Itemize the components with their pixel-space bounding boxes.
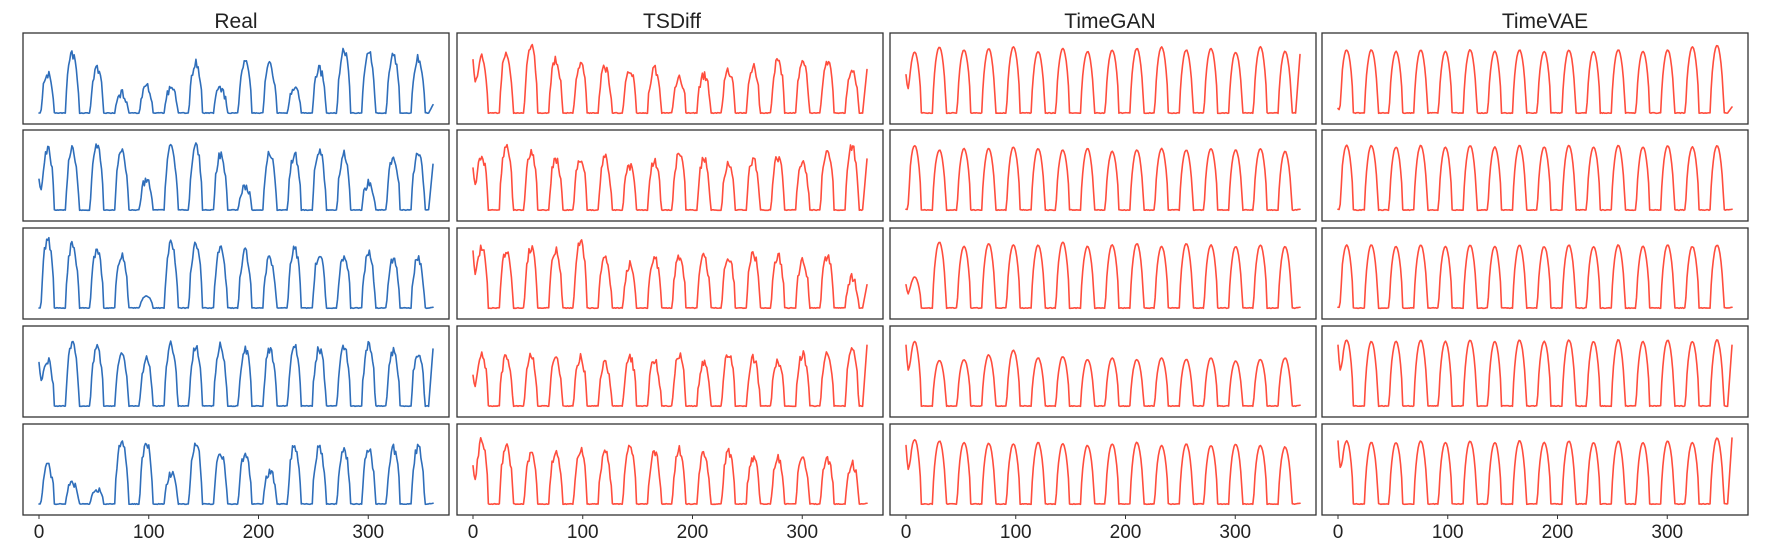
panel-real-5 [22, 423, 450, 516]
x-tick-label: 0 [468, 522, 479, 543]
panel-timegan-2 [889, 129, 1317, 222]
panel-frame [456, 129, 884, 222]
panel-frame [1321, 423, 1749, 516]
panel-frame [22, 129, 450, 222]
panel-timegan-1 [889, 32, 1317, 125]
series-line [38, 440, 434, 506]
panel-frame [889, 32, 1317, 125]
col-title-timevae: TimeVAE [1502, 10, 1588, 33]
series-line [472, 239, 868, 310]
panel-timevae-5 [1321, 423, 1749, 516]
panel-frame [22, 32, 450, 125]
panel-timevae-4 [1321, 325, 1749, 418]
series-line [905, 241, 1301, 310]
panel-frame [22, 423, 450, 516]
x-tick-label: 0 [1333, 522, 1344, 543]
series-line [905, 45, 1301, 115]
x-tick-label: 300 [1219, 522, 1251, 543]
panel-tsdiff-2 [456, 129, 884, 222]
panel-real-4 [22, 325, 450, 418]
x-tick-label: 300 [352, 522, 384, 543]
x-tick-label: 100 [133, 522, 165, 543]
x-tick-label: 0 [34, 522, 45, 543]
series-line [472, 436, 868, 506]
series-line [1337, 437, 1733, 506]
series-line [38, 142, 434, 212]
col-title-real: Real [214, 10, 257, 33]
panel-timevae-3 [1321, 227, 1749, 320]
series-line [905, 438, 1301, 506]
panel-real-1 [22, 32, 450, 125]
panel-frame [22, 325, 450, 418]
panel-timegan-5 [889, 423, 1317, 516]
panel-frame [456, 423, 884, 516]
series-line [472, 43, 868, 115]
panel-tsdiff-3 [456, 227, 884, 320]
series-line [472, 143, 868, 212]
panel-frame [1321, 227, 1749, 320]
panel-frame [456, 32, 884, 125]
col-title-tsdiff: TSDiff [643, 10, 701, 33]
panel-frame [22, 227, 450, 320]
x-tick-label: 300 [786, 522, 818, 543]
panel-frame [1321, 325, 1749, 418]
series-line [38, 236, 434, 310]
panel-timevae-1 [1321, 32, 1749, 125]
series-line [1337, 339, 1733, 408]
series-line [1337, 44, 1733, 115]
panel-tsdiff-1 [456, 32, 884, 125]
series-line [38, 47, 434, 115]
series-line [38, 340, 434, 408]
x-tick-label: 100 [567, 522, 599, 543]
panel-tsdiff-5 [456, 423, 884, 516]
panel-timegan-3 [889, 227, 1317, 320]
x-tick-label: 100 [1000, 522, 1032, 543]
series-line [1337, 244, 1733, 310]
series-line [905, 144, 1301, 212]
x-axes: 0 100 200 300 0 100 200 300 0 100 200 300 0 100 200 300 [34, 515, 1683, 543]
series-line [472, 344, 868, 408]
panel-timevae-2 [1321, 129, 1749, 222]
panel-frame [456, 325, 884, 418]
panel-frame [889, 129, 1317, 222]
panel-frame [1321, 129, 1749, 222]
panel-tsdiff-4 [456, 325, 884, 418]
col-title-timegan: TimeGAN [1064, 10, 1155, 33]
x-tick-label: 300 [1651, 522, 1683, 543]
panel-timegan-4 [889, 325, 1317, 418]
panel-frame [1321, 32, 1749, 125]
series-line [1337, 144, 1733, 212]
panel-real-3 [22, 227, 450, 320]
panel-frame [889, 325, 1317, 418]
panel-frame [456, 227, 884, 320]
x-tick-label: 100 [1432, 522, 1464, 543]
x-tick-label: 200 [1110, 522, 1142, 543]
x-tick-label: 200 [677, 522, 709, 543]
panel-frame [889, 227, 1317, 320]
panel-frame [889, 423, 1317, 516]
x-tick-label: 200 [1542, 522, 1574, 543]
series-line [905, 340, 1301, 408]
column-titles: Real TSDiff TimeGAN TimeVAE [214, 10, 1588, 33]
panel-grid [22, 32, 1749, 516]
x-tick-label: 0 [901, 522, 912, 543]
x-tick-label: 200 [243, 522, 275, 543]
panel-real-2 [22, 129, 450, 222]
